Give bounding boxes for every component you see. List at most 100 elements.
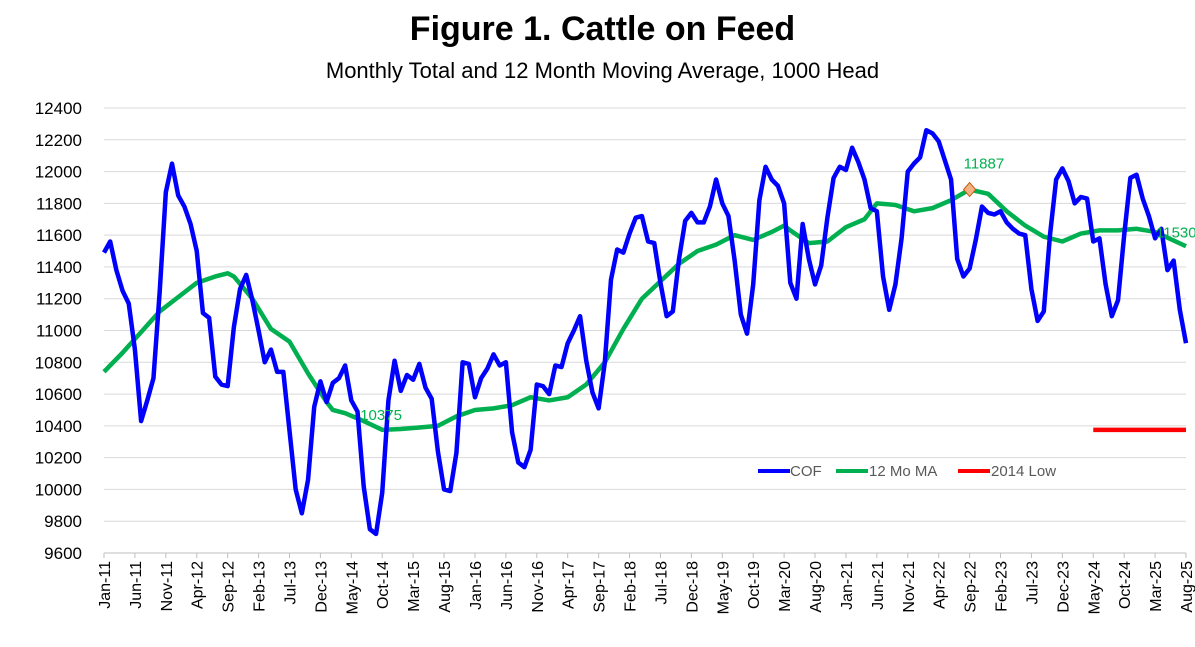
- point-cof: [115, 269, 118, 272]
- point-cof: [121, 289, 124, 292]
- point-cof: [362, 485, 365, 488]
- point-12-mo-ma: [177, 296, 180, 299]
- y-tick-label: 10800: [35, 353, 82, 372]
- point-cof: [449, 489, 452, 492]
- point-12-mo-ma: [1098, 229, 1101, 232]
- point-cof: [875, 210, 878, 213]
- point-cof: [282, 370, 285, 373]
- x-tick-label: Aug-25: [1179, 561, 1195, 613]
- point-cof: [795, 297, 798, 300]
- point-cof: [1024, 234, 1027, 237]
- point-cof: [783, 202, 786, 205]
- point-12-mo-ma: [529, 396, 532, 399]
- point-cof: [368, 528, 371, 531]
- x-tick-label: Jul-23: [1024, 561, 1041, 605]
- point-cof: [820, 264, 823, 267]
- point-12-mo-ma: [139, 330, 142, 333]
- point-12-mo-ma: [566, 396, 569, 399]
- point-cof: [554, 364, 557, 367]
- point-cof: [319, 380, 322, 383]
- point-cof: [276, 370, 279, 373]
- point-cof: [436, 450, 439, 453]
- point-cof: [912, 162, 915, 165]
- point-cof: [640, 214, 643, 217]
- point-cof: [1184, 342, 1187, 345]
- point-cof: [1011, 227, 1014, 230]
- annotation-label: 11530: [1156, 224, 1195, 241]
- point-cof: [424, 386, 427, 389]
- point-cof: [622, 251, 625, 254]
- point-cof: [139, 419, 142, 422]
- point-cof: [480, 377, 483, 380]
- y-tick-label: 11200: [36, 290, 82, 309]
- x-axis: Jan-11 Jun-11 Nov-11 Apr-12 Sep-12 Feb-13 Jul-…: [97, 552, 1195, 614]
- point-12-mo-ma: [789, 229, 792, 232]
- x-tick-label: Sep-12: [221, 561, 238, 613]
- point-cof: [708, 205, 711, 208]
- point-cof: [387, 399, 390, 402]
- point-cof: [195, 249, 198, 252]
- point-cof: [900, 237, 903, 240]
- point-12-mo-ma: [875, 202, 878, 205]
- point-12-mo-ma: [1184, 245, 1187, 248]
- point-12-mo-ma: [715, 243, 718, 246]
- y-tick-label: 11000: [36, 322, 82, 341]
- x-tick-label: Oct-19: [746, 561, 763, 609]
- point-12-mo-ma: [752, 238, 755, 241]
- point-12-mo-ma: [418, 426, 421, 429]
- point-cof: [721, 202, 724, 205]
- point-cof: [1104, 283, 1107, 286]
- point-cof: [325, 400, 328, 403]
- point-cof: [183, 205, 186, 208]
- x-tick-label: Feb-18: [623, 561, 640, 612]
- point-cof: [541, 385, 544, 388]
- point-12-mo-ma: [492, 407, 495, 410]
- point-12-mo-ma: [677, 262, 680, 265]
- point-cof: [962, 275, 965, 278]
- point-cof: [807, 257, 810, 260]
- point-cof: [628, 232, 631, 235]
- x-tick-label: Sep-17: [592, 561, 609, 613]
- x-tick-label: Jul-13: [282, 561, 299, 605]
- point-cof: [745, 332, 748, 335]
- point-12-mo-ma: [102, 370, 105, 373]
- point-cof: [102, 251, 105, 254]
- point-cof: [1067, 180, 1070, 183]
- point-cof: [498, 364, 501, 367]
- y-tick-label: 9600: [44, 544, 82, 563]
- point-cof: [789, 281, 792, 284]
- point-cof: [1061, 167, 1064, 170]
- point-cof: [300, 512, 303, 515]
- point-12-mo-ma: [1005, 210, 1008, 213]
- x-tick-label: Sep-22: [963, 561, 980, 613]
- x-tick-label: Apr-17: [561, 561, 578, 609]
- point-12-mo-ma: [949, 199, 952, 202]
- point-cof: [758, 199, 761, 202]
- x-tick-label: Jun-21: [870, 561, 887, 610]
- point-cof: [838, 165, 841, 168]
- point-12-mo-ma: [1116, 229, 1119, 232]
- point-cof: [455, 451, 458, 454]
- point-cof: [715, 178, 718, 181]
- x-tick-label: Jan-11: [97, 561, 114, 609]
- point-cof: [473, 396, 476, 399]
- point-cof: [1005, 221, 1008, 224]
- point-12-mo-ma: [473, 408, 476, 411]
- point-cof: [826, 216, 829, 219]
- chart-subtitle: Monthly Total and 12 Month Moving Averag…: [325, 58, 880, 83]
- point-12-mo-ma: [770, 230, 773, 233]
- point-cof: [566, 342, 569, 345]
- y-tick-label: 9800: [44, 512, 82, 531]
- point-cof: [1172, 259, 1175, 262]
- point-cof: [727, 214, 730, 217]
- point-cof: [170, 162, 173, 165]
- point-2014-low: [1184, 428, 1187, 431]
- point-cof: [337, 377, 340, 380]
- legend-label-cof: COF: [790, 463, 822, 480]
- point-cof: [974, 238, 977, 241]
- legend-label-2014-low: 2014 Low: [991, 463, 1056, 480]
- x-tick-label: Nov-11: [159, 561, 176, 611]
- point-cof: [1129, 176, 1132, 179]
- point-12-mo-ma: [1024, 224, 1027, 227]
- point-cof: [548, 392, 551, 395]
